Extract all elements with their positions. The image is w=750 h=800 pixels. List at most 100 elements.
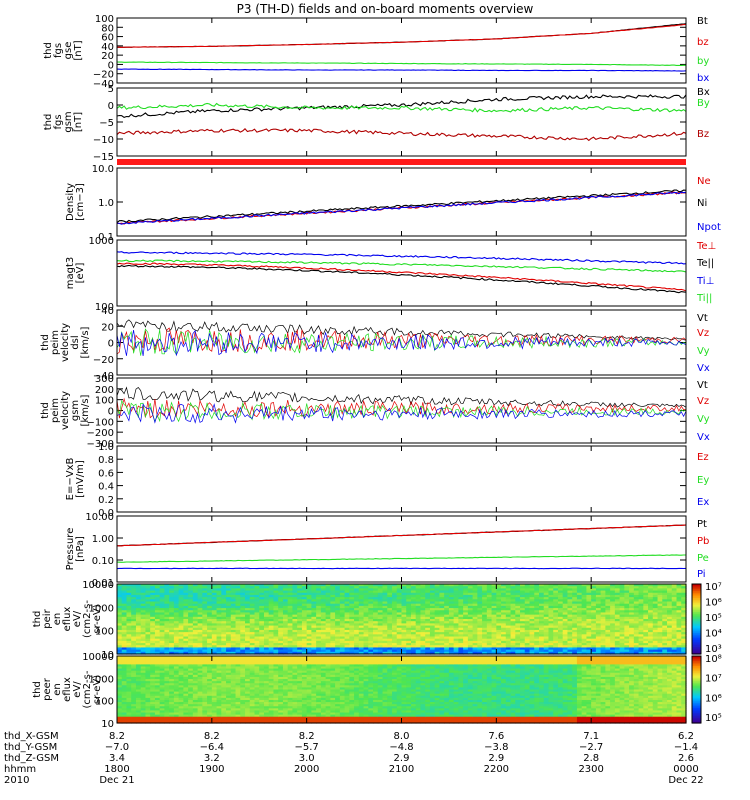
heatmap-cell — [463, 638, 469, 642]
heatmap-cell — [534, 621, 540, 624]
heatmap-cell — [453, 640, 459, 644]
heatmap-cell — [600, 621, 606, 624]
heatmap-cell — [316, 632, 322, 635]
heatmap-cell — [230, 647, 237, 651]
heatmap-cell — [676, 610, 682, 614]
heatmap-cell — [278, 638, 284, 642]
heatmap-cell — [387, 601, 393, 605]
heatmap-cell — [221, 629, 227, 633]
heatmap-cell — [159, 643, 166, 646]
heatmap-cell — [278, 625, 284, 629]
heatmap-cell — [292, 605, 298, 609]
heatmap-cell — [401, 623, 407, 627]
heatmap-cell — [344, 632, 350, 635]
heatmap-cell — [126, 664, 132, 668]
heatmap-cell — [410, 621, 417, 624]
heatmap-cell — [301, 647, 308, 651]
heatmap-cell — [572, 610, 578, 614]
heatmap-cell — [671, 610, 678, 614]
heatmap-cell — [624, 614, 630, 618]
heatmap-cell — [434, 634, 441, 638]
heatmap-cell — [482, 599, 488, 603]
heatmap-cell — [524, 640, 531, 644]
heatmap-cell — [164, 645, 170, 649]
heatmap-cell — [486, 651, 493, 655]
heatmap-cell — [382, 612, 388, 616]
heatmap-cell — [624, 623, 630, 627]
heatmap-cell — [363, 605, 369, 609]
heatmap-cell — [373, 605, 379, 609]
heatmap-cell — [173, 697, 180, 701]
heatmap-cell — [667, 627, 673, 631]
heatmap-cell — [164, 668, 170, 672]
heatmap-cell — [448, 588, 455, 592]
heatmap-cell — [415, 584, 422, 587]
heatmap-cell — [629, 621, 635, 624]
heatmap-cell — [159, 608, 166, 611]
heatmap-cell — [401, 651, 407, 655]
heatmap-cell — [463, 627, 469, 631]
heatmap-cell — [164, 662, 170, 665]
heatmap-cell — [135, 601, 142, 605]
heatmap-cell — [183, 645, 189, 649]
heatmap-cell — [562, 627, 569, 631]
heatmap-cell — [472, 612, 478, 616]
heatmap-cell — [581, 590, 588, 594]
heatmap-cell — [230, 640, 237, 644]
heatmap-cell — [619, 608, 625, 611]
heatmap-cell — [638, 614, 644, 618]
heatmap-cell — [259, 592, 265, 596]
heatmap-cell — [529, 651, 535, 655]
heatmap-cell — [278, 623, 284, 627]
heatmap-cell — [207, 627, 213, 631]
heatmap-cell — [406, 586, 412, 589]
heatmap-cell — [415, 619, 422, 622]
heatmap-cell — [188, 706, 194, 709]
heatmap-cell — [183, 699, 189, 703]
heatmap-cell — [501, 647, 507, 651]
heatmap-cell — [681, 614, 687, 618]
heatmap-cell — [539, 590, 545, 594]
heatmap-cell — [192, 651, 199, 655]
heatmap-cell — [572, 603, 578, 607]
heatmap-cell — [648, 610, 654, 614]
heatmap-cell — [581, 588, 588, 592]
heatmap-cell — [145, 590, 151, 594]
heatmap-cell — [524, 627, 531, 631]
heatmap-cell — [605, 625, 611, 629]
heatmap-cell — [434, 632, 441, 635]
heatmap-cell — [496, 614, 502, 618]
heatmap-cell — [207, 608, 213, 611]
heatmap-cell — [154, 612, 161, 616]
heatmap-cell — [226, 621, 232, 624]
heatmap-cell — [373, 647, 379, 651]
heatmap-cell — [453, 588, 459, 592]
heatmap-cell — [439, 608, 445, 611]
heatmap-cell — [548, 643, 554, 646]
heatmap-cell — [619, 647, 625, 651]
heatmap-cell — [529, 623, 535, 627]
heatmap-cell — [624, 619, 630, 622]
heatmap-cell — [553, 636, 559, 640]
heatmap-cell — [188, 588, 194, 592]
heatmap-cell — [529, 636, 535, 640]
heatmap-cell — [121, 718, 128, 722]
heatmap-cell — [629, 584, 635, 587]
heatmap-cell — [676, 647, 682, 651]
heatmap-cell — [154, 649, 161, 653]
heatmap-cell — [216, 616, 222, 620]
heatmap-cell — [145, 710, 151, 714]
heatmap-cell — [510, 612, 516, 616]
heatmap-cell — [448, 625, 455, 629]
heatmap-cell — [240, 643, 246, 646]
heatmap-cell — [420, 649, 426, 653]
heatmap-cell — [320, 627, 327, 631]
heatmap-cell — [643, 625, 649, 629]
heatmap-cell — [197, 695, 203, 699]
heatmap-cell — [520, 643, 526, 646]
heatmap-cell — [515, 638, 521, 642]
heatmap-cell — [600, 605, 606, 609]
heatmap-cell — [335, 603, 341, 607]
heatmap-cell — [135, 627, 142, 631]
heatmap-cell — [581, 640, 588, 644]
